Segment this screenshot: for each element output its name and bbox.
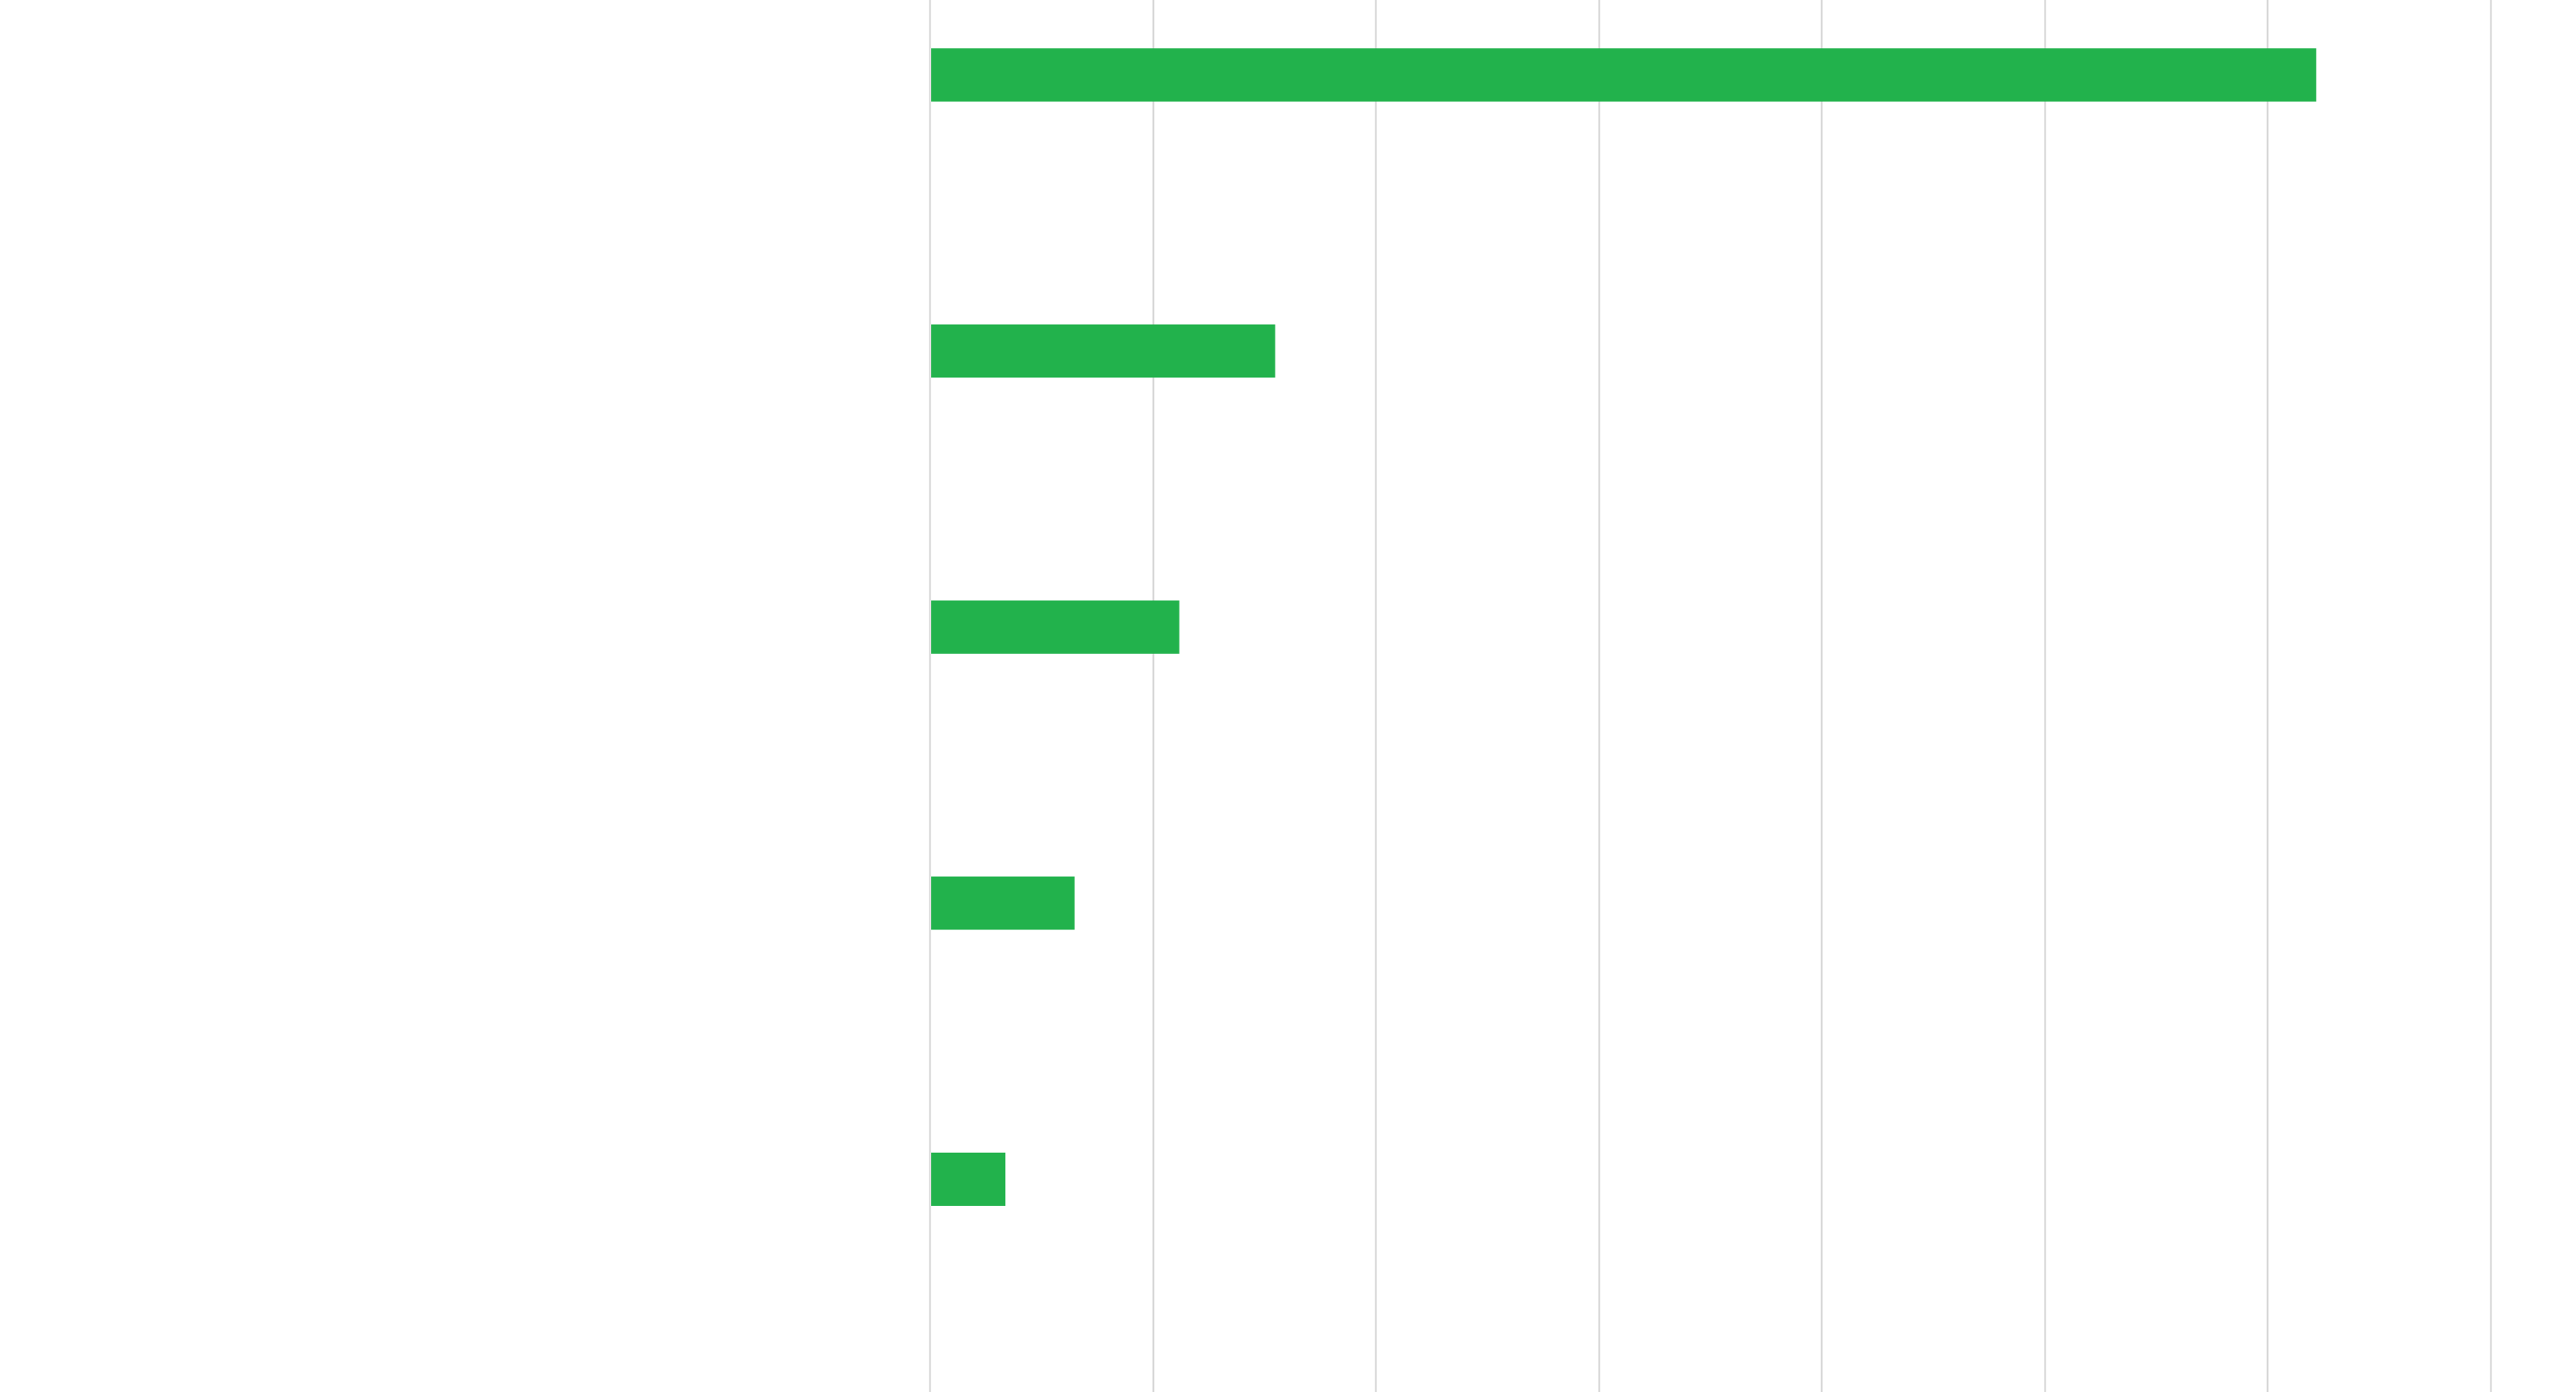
bar-3	[931, 876, 1075, 930]
bars	[931, 48, 2316, 1206]
gridlines	[929, 0, 2492, 1392]
bar-1	[931, 324, 1276, 378]
bar-4	[931, 1153, 1006, 1206]
bar-0	[931, 48, 2316, 102]
bar-2	[931, 600, 1180, 654]
